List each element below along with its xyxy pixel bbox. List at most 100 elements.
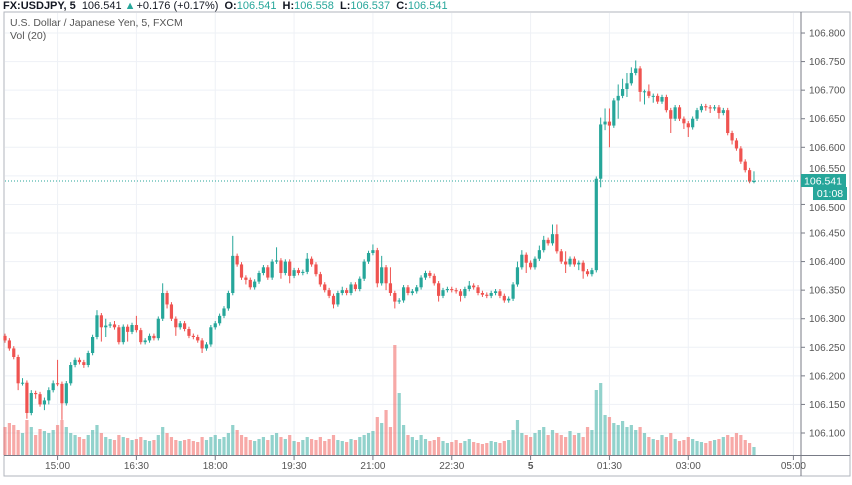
volume-bar [432,440,436,455]
volume-bar [704,443,708,455]
volume-bar [218,439,222,455]
candle-body [612,100,616,126]
candle [437,281,441,302]
volume-bar [121,437,125,455]
candle-body [152,335,156,339]
time-tick-label: 05:00 [781,461,806,472]
candle [634,60,638,76]
volume-bar [231,425,235,455]
chart-frame [3,11,851,477]
candle-body [699,106,704,111]
volume-bar [292,441,296,455]
series-legend[interactable]: U.S. Dollar / Japanese Yen, 5, FXCM [10,17,183,29]
candle-body [638,68,642,92]
candle-body [239,264,244,278]
candle [603,108,607,131]
symbol-name[interactable]: FX:USDJPY, 5 [3,0,76,12]
volume-bar [327,439,331,455]
candle-body [95,315,99,338]
volume-bar [310,439,314,455]
volume-bar [638,427,642,455]
candle-body [288,261,292,276]
candle [231,235,235,296]
candle [629,67,633,86]
candle [380,255,384,286]
candle-body [734,140,739,149]
candle-body [498,291,502,296]
volume-bar [524,435,528,455]
candle [121,324,125,345]
volume-bar [29,427,33,455]
volume-bar [691,439,695,455]
candle [393,290,397,309]
volume-bar [726,435,730,455]
volume-bar [498,443,502,455]
volume-bar [20,433,25,455]
candle-body [739,148,743,162]
time-tick-label: 15:00 [45,461,70,472]
candle [345,287,349,296]
countdown-badge: 01:08 [813,187,847,201]
candle-body [86,353,90,366]
candle-body [340,290,344,294]
candle-body [594,178,598,271]
candle [616,84,620,119]
candle [60,381,64,420]
candle [358,276,362,292]
high-value: 106.558 [294,0,334,12]
volume-legend[interactable]: Vol (20) [10,30,47,42]
candle-body [634,68,638,74]
volume-bar [38,429,42,455]
time-axis[interactable]: 15:00 16:30 18:00 19:30 21:00 22:30 5 01:30 03:0… [45,456,806,472]
candle-body [537,250,541,259]
candle [669,107,673,134]
volume-bar [209,437,213,455]
candle [677,105,682,122]
candle [296,267,301,276]
volume-bar [476,443,480,455]
candle [472,283,476,290]
volume-bar [336,440,340,455]
volume-bar [187,439,191,455]
candle [493,289,498,296]
candle [353,282,357,292]
volume-bar [130,440,134,455]
candle [349,282,353,296]
candle-body [261,267,266,274]
candle-body [721,110,725,114]
candle-body [12,348,16,358]
volume-bar [25,420,29,455]
volume-bar [397,393,401,455]
price-axis[interactable]: 106.800 106.750 106.700 106.650 106.600 106.5… [801,29,846,440]
candle [515,261,520,287]
candle [130,322,134,335]
volume-bar [712,440,717,455]
candle [458,289,463,302]
candle [585,269,590,277]
volume-bar [139,437,143,455]
candle [112,321,117,330]
candle [55,359,60,387]
candle-body [248,279,252,288]
candle-body [42,400,47,405]
volume-bar [634,430,638,455]
candle-body [253,281,257,288]
candle-body [366,253,371,262]
candle [581,260,585,279]
candle-body [20,382,25,384]
candle-body [454,290,458,292]
volume-bar [458,443,463,455]
candle [388,267,393,296]
candle-body [564,261,568,265]
candle [647,84,651,99]
volume-bar [77,437,82,455]
volume-bar [542,427,546,455]
candle-body [362,261,366,279]
open-label: O: [224,0,237,12]
candle-body [99,315,103,328]
candle [708,105,712,114]
volume-bar [739,435,743,455]
candle-body [134,325,138,331]
candle-body [336,293,340,305]
